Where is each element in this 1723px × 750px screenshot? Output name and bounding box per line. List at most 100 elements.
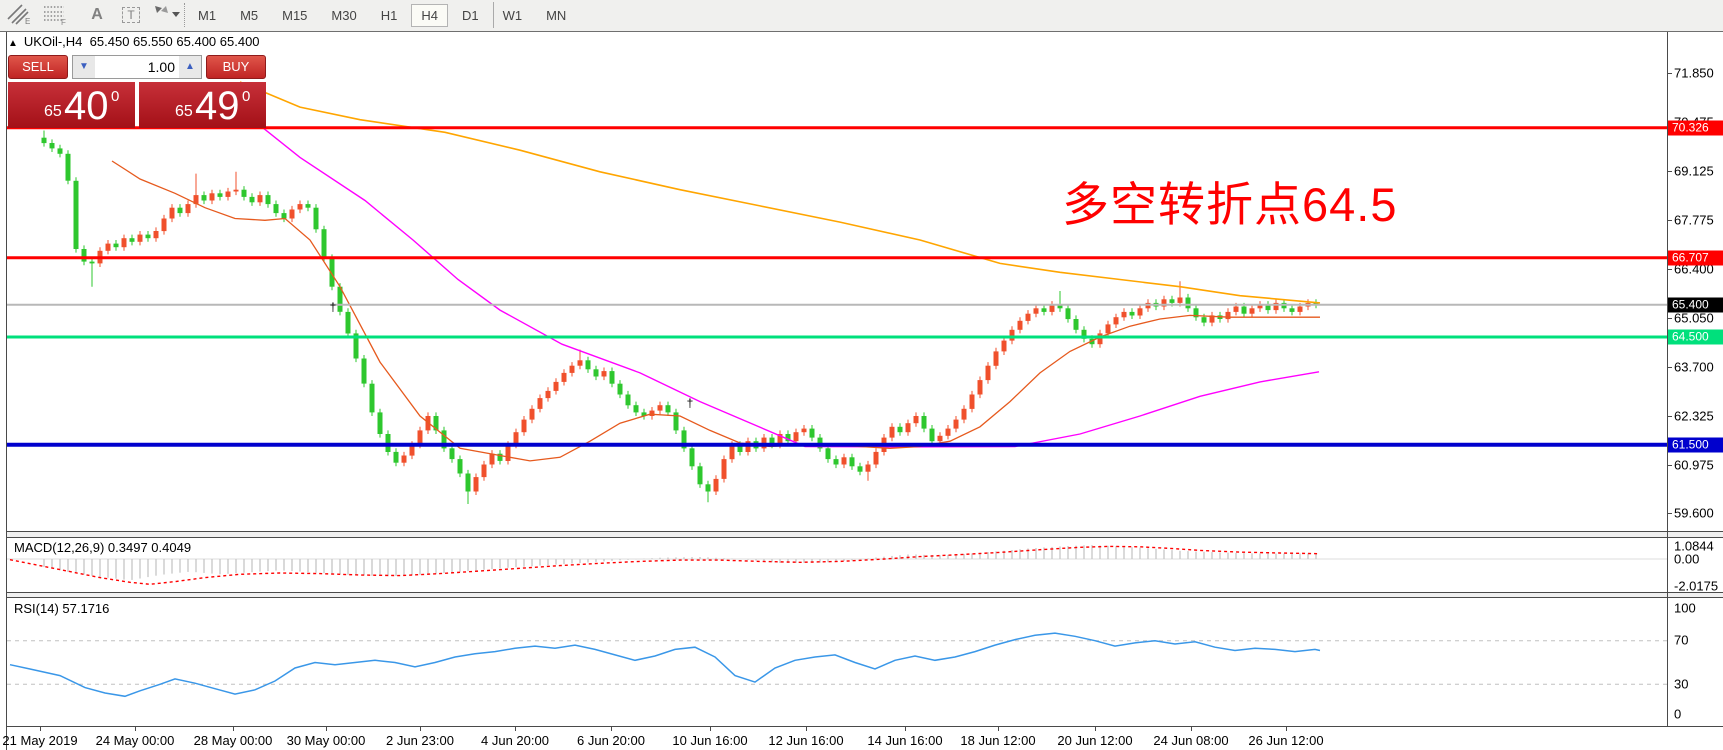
svg-text:†: † [330, 300, 337, 314]
toolbar-separator [493, 2, 494, 28]
volume-input[interactable] [95, 56, 179, 78]
rsi-indicator-label: RSI(14) 57.1716 [14, 601, 110, 616]
timeframe-button-m1[interactable]: M1 [198, 8, 217, 23]
price-axis-tick [1668, 318, 1672, 319]
timeframe-button-w1[interactable]: W1 [502, 8, 523, 23]
timeframe-button-d1[interactable]: D1 [461, 8, 479, 23]
equidistant-channel-icon[interactable]: E [6, 3, 38, 27]
price-badge-64.500: 64.500 [1668, 329, 1723, 345]
volume-stepper: ▼ ▲ [72, 55, 202, 79]
time-axis-tick [611, 727, 612, 731]
svg-text:†: † [687, 396, 694, 410]
one-click-trading-panel: SELL ▼ ▲ BUY 65 40 0 65 49 0 [8, 55, 266, 128]
volume-increase-button[interactable]: ▲ [179, 56, 201, 78]
time-axis-label: 28 May 00:00 [193, 733, 273, 748]
toolbar-separator [184, 3, 185, 27]
bid-price-small: 65 [44, 103, 62, 120]
chart-ohlc-values: 65.450 65.550 65.400 65.400 [89, 34, 260, 49]
price-axis-tick [1668, 220, 1672, 221]
pane-separator[interactable] [7, 531, 1723, 538]
time-axis-label: 26 Jun 12:00 [1248, 733, 1324, 748]
chart-annotation-text: 多空转折点64.5 [1062, 178, 1398, 231]
price-axis-label: 62.325 [1674, 408, 1714, 424]
ask-price-small: 65 [175, 103, 193, 120]
time-axis-label: 24 Jun 08:00 [1153, 733, 1229, 748]
price-badge-61.500: 61.500 [1668, 437, 1723, 453]
time-axis-label: 30 May 00:00 [286, 733, 366, 748]
time-axis-tick [420, 727, 421, 731]
macd-axis-label: -2.0175 [1674, 578, 1719, 594]
time-axis-label: 4 Jun 20:00 [481, 733, 549, 748]
time-axis-tick [1191, 727, 1192, 731]
macd-axis-label: 0.00 [1674, 551, 1700, 567]
price-axis-tick [1668, 465, 1672, 466]
pane-separator[interactable] [7, 592, 1723, 598]
time-axis-label: 2 Jun 23:00 [386, 733, 454, 748]
price-badge-65.400: 65.400 [1668, 297, 1723, 313]
time-axis-label: 10 Jun 16:00 [672, 733, 748, 748]
timeframe-button-m5[interactable]: M5 [240, 8, 259, 23]
time-axis-label: 21 May 2019 [2, 733, 78, 748]
timeframe-bar: M1 M5 M15 M30 H1 H4 D1 W1 MN [186, 0, 578, 31]
timeframe-button-m15[interactable]: M15 [282, 8, 308, 23]
sell-button[interactable]: SELL [8, 55, 68, 79]
bid-price-sup: 0 [111, 88, 120, 105]
time-axis-label: 18 Jun 12:00 [960, 733, 1036, 748]
macd-indicator-label: MACD(12,26,9) 0.3497 0.4049 [14, 540, 192, 555]
price-axis-line [1667, 32, 1668, 727]
time-axis-label: 14 Jun 16:00 [867, 733, 943, 748]
time-axis-label: 6 Jun 20:00 [577, 733, 645, 748]
price-axis-label: 65.050 [1674, 310, 1714, 326]
macd-axis-label: 1.0844 [1674, 538, 1714, 554]
price-axis-label: 71.850 [1674, 65, 1714, 81]
arrow-objects-icon[interactable] [152, 3, 182, 27]
fibonacci-retracement-icon[interactable]: F [42, 3, 74, 27]
time-axis-tick [515, 727, 516, 731]
price-axis-tick [1668, 269, 1672, 270]
price-axis-tick [1668, 513, 1672, 514]
chart-title-row: ▲ UKOil-,H4 65.450 65.550 65.400 65.400 [8, 34, 1608, 52]
price-axis-tick [1668, 367, 1672, 368]
rsi-axis-label: 0 [1674, 706, 1682, 722]
time-axis-tick [233, 727, 234, 731]
bid-price-tile[interactable]: 65 40 0 [8, 82, 135, 128]
chart-window-border-left [6, 32, 7, 750]
chart-symbol-title: UKOil-,H4 [23, 34, 83, 49]
rsi-axis-label: 30 [1674, 676, 1689, 692]
time-axis-tick [326, 727, 327, 731]
volume-decrease-button[interactable]: ▼ [73, 56, 95, 78]
chart-window-border [0, 31, 1723, 32]
svg-text:E: E [25, 17, 30, 25]
ask-price-sup: 0 [242, 88, 251, 105]
time-axis-tick [710, 727, 711, 731]
timeframe-button-m30[interactable]: M30 [331, 8, 357, 23]
price-axis-label: 67.775 [1674, 212, 1714, 228]
time-axis-tick [806, 727, 807, 731]
timeframe-button-h4[interactable]: H4 [411, 4, 448, 27]
time-axis-tick [1286, 727, 1287, 731]
svg-text:F: F [61, 18, 66, 25]
timeframe-button-mn[interactable]: MN [546, 8, 567, 23]
text-box-icon[interactable]: T [118, 3, 144, 27]
time-axis-label: 24 May 00:00 [95, 733, 175, 748]
top-toolbar: E F A T M1 M5 M15 M30 H1 H4 D1 W1 MN [0, 0, 1723, 32]
bid-price-big: 40 [64, 84, 109, 128]
price-badge-70.326: 70.326 [1668, 120, 1723, 136]
price-axis-label: 60.975 [1674, 457, 1714, 473]
price-badge-66.707: 66.707 [1668, 250, 1723, 266]
buy-button[interactable]: BUY [206, 55, 266, 79]
time-axis-tick [905, 727, 906, 731]
time-axis-tick [135, 727, 136, 731]
ask-price-tile[interactable]: 65 49 0 [139, 82, 266, 128]
price-axis-tick [1668, 171, 1672, 172]
price-axis-label: 59.600 [1674, 505, 1714, 521]
price-axis-label: 63.700 [1674, 359, 1714, 375]
collapse-triangle-icon[interactable]: ▲ [8, 38, 18, 49]
timeframe-button-h1[interactable]: H1 [380, 8, 398, 23]
price-axis-tick [1668, 416, 1672, 417]
pane-separator [7, 726, 1723, 727]
time-axis-label: 20 Jun 12:00 [1057, 733, 1133, 748]
time-axis-label: 12 Jun 16:00 [768, 733, 844, 748]
text-label-icon[interactable]: A [91, 6, 103, 23]
time-axis-tick [40, 727, 41, 731]
